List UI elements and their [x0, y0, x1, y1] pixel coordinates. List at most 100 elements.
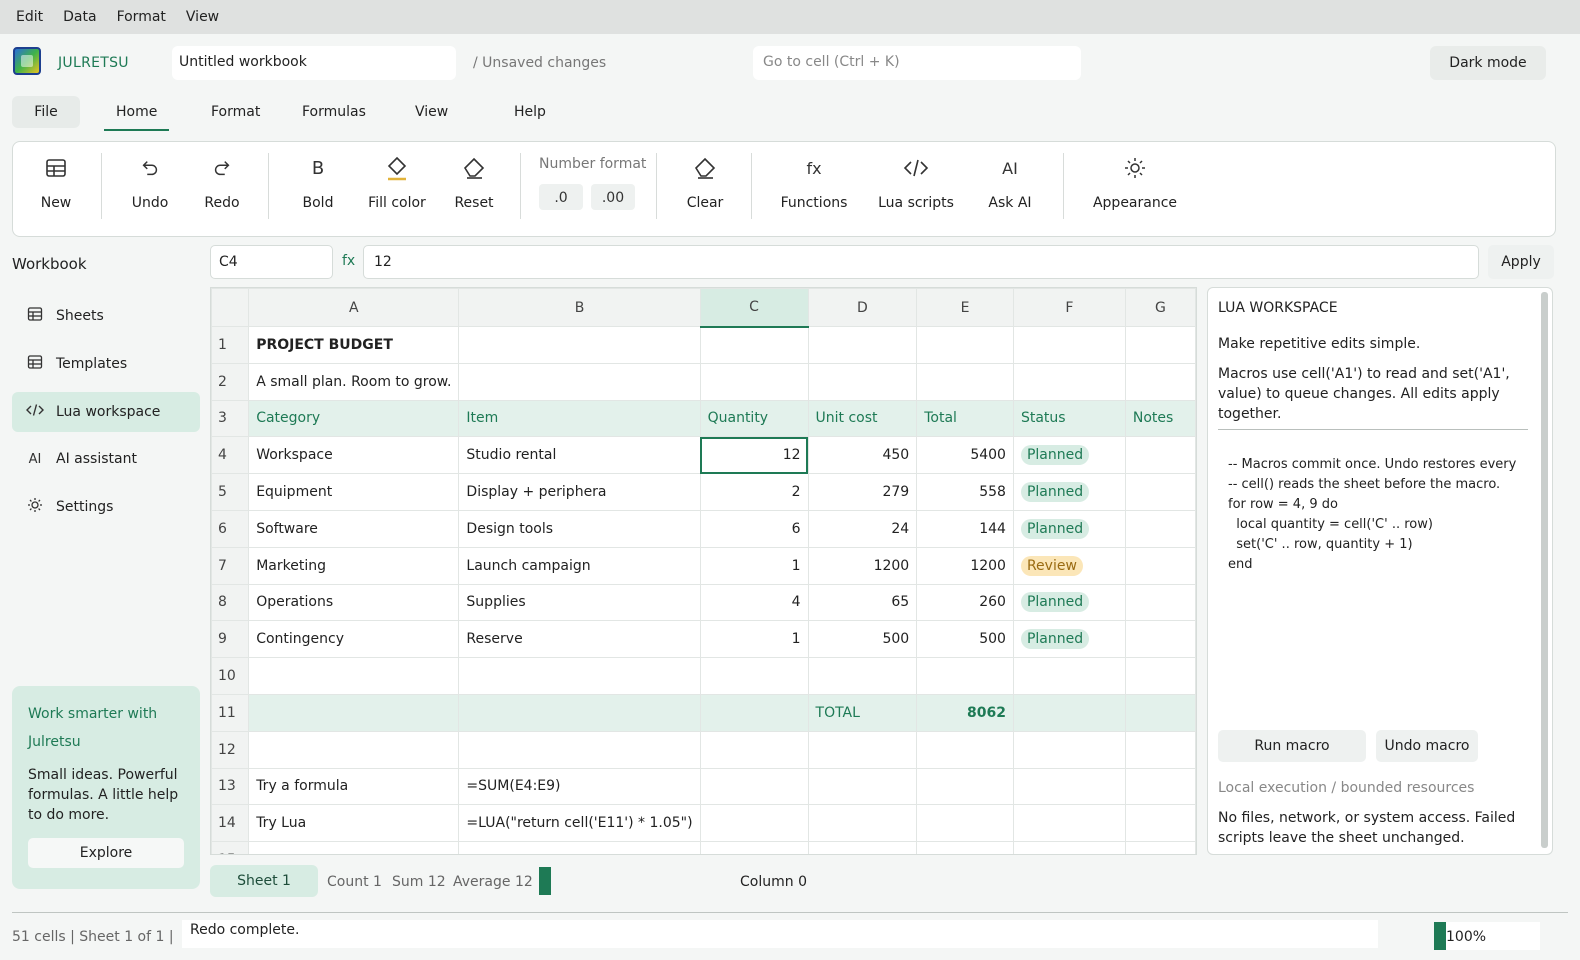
cell-a1[interactable]: PROJECT BUDGET: [248, 326, 460, 364]
tab-help[interactable]: Help: [514, 104, 546, 120]
cell-e12[interactable]: [916, 730, 1014, 769]
cell-b1[interactable]: [458, 326, 701, 364]
cell-f14[interactable]: [1012, 804, 1126, 843]
cell-b6[interactable]: Design tools: [458, 509, 701, 548]
cell-f9[interactable]: Planned: [1012, 620, 1126, 659]
cell-f13[interactable]: [1012, 767, 1126, 806]
undo-button[interactable]: Undo: [128, 150, 172, 222]
cell-c3[interactable]: Quantity: [699, 399, 809, 438]
cell-c13[interactable]: [699, 767, 809, 806]
cell-d15[interactable]: [807, 841, 918, 854]
row-header[interactable]: 1: [211, 326, 250, 364]
cell-d2[interactable]: [807, 362, 918, 401]
clear-button[interactable]: Clear: [683, 150, 727, 222]
cell-a13[interactable]: Try a formula: [248, 767, 460, 806]
sheet-tab[interactable]: Sheet 1: [210, 865, 318, 897]
cell-b3[interactable]: Item: [458, 399, 701, 438]
cell-b15[interactable]: [458, 841, 701, 854]
run-macro-button[interactable]: Run macro: [1218, 730, 1366, 762]
cell-g12[interactable]: [1124, 730, 1196, 769]
cell-g11[interactable]: [1124, 693, 1196, 732]
cell-a4[interactable]: Workspace: [248, 436, 460, 475]
cell-g8[interactable]: [1124, 583, 1196, 622]
row-header[interactable]: 3: [211, 399, 250, 438]
cell-d3[interactable]: Unit cost: [807, 399, 918, 438]
cell-f7[interactable]: Review: [1012, 546, 1126, 585]
cell-d14[interactable]: [807, 804, 918, 843]
cell-d5[interactable]: 279: [807, 473, 918, 511]
row-header[interactable]: 13: [211, 767, 250, 806]
functions-button[interactable]: fx Functions: [780, 150, 848, 222]
row-header[interactable]: 6: [211, 509, 250, 548]
column-header-c[interactable]: C: [699, 288, 809, 328]
cell-e15[interactable]: [916, 841, 1014, 854]
cell-b11[interactable]: [458, 693, 701, 732]
cell-c12[interactable]: [699, 730, 809, 769]
cell-e13[interactable]: [916, 767, 1014, 806]
lua-panel-scrollbar[interactable]: [1541, 292, 1548, 848]
cell-a8[interactable]: Operations: [248, 583, 460, 622]
cell-e4[interactable]: 5400: [916, 436, 1014, 475]
cell-g13[interactable]: [1124, 767, 1196, 806]
tab-view[interactable]: View: [415, 104, 449, 120]
row-header[interactable]: 4: [211, 436, 250, 475]
row-header[interactable]: 15: [211, 841, 250, 854]
cell-g6[interactable]: [1124, 509, 1196, 548]
row-header[interactable]: 2: [211, 362, 250, 401]
fill-color-button[interactable]: Fill color: [366, 150, 428, 222]
cell-g7[interactable]: [1124, 546, 1196, 585]
cell-d7[interactable]: 1200: [807, 546, 918, 585]
reset-button[interactable]: Reset: [452, 150, 496, 222]
tab-formulas[interactable]: Formulas: [302, 104, 366, 120]
lua-code-editor[interactable]: -- Macros commit once. Undo restores eve…: [1228, 457, 1517, 572]
column-header-d[interactable]: D: [807, 288, 918, 327]
cell-c11[interactable]: [699, 693, 809, 732]
cell-e14[interactable]: [916, 804, 1014, 843]
cell-g15[interactable]: [1124, 841, 1196, 854]
dark-mode-button[interactable]: Dark mode: [1430, 46, 1546, 80]
cell-a15[interactable]: [248, 841, 460, 854]
cell-a7[interactable]: Marketing: [248, 546, 460, 585]
cell-a14[interactable]: Try Lua: [248, 804, 460, 843]
sidebar-item-ai-assistant[interactable]: AI AI assistant: [12, 439, 200, 479]
row-header[interactable]: 10: [211, 657, 250, 695]
cell-f10[interactable]: [1012, 657, 1126, 695]
cell-e7[interactable]: 1200: [916, 546, 1014, 585]
cell-d9[interactable]: 500: [807, 620, 918, 659]
cell-g2[interactable]: [1124, 362, 1196, 401]
cell-b5[interactable]: Display + periphera: [458, 473, 701, 511]
cell-e5[interactable]: 558: [916, 473, 1014, 511]
cell-a6[interactable]: Software: [248, 509, 460, 548]
cell-e2[interactable]: [916, 362, 1014, 401]
cell-a5[interactable]: Equipment: [248, 473, 460, 511]
sidebar-item-lua-workspace[interactable]: Lua workspace: [12, 392, 200, 432]
cell-d10[interactable]: [807, 657, 918, 695]
cell-f12[interactable]: [1012, 730, 1126, 769]
cell-g10[interactable]: [1124, 657, 1196, 695]
cell-d8[interactable]: 65: [807, 583, 918, 622]
cell-a2[interactable]: A small plan. Room to grow.: [248, 362, 460, 401]
zoom-box[interactable]: [1446, 922, 1540, 950]
cell-b12[interactable]: [458, 730, 701, 769]
column-header-e[interactable]: E: [916, 288, 1014, 327]
cell-f8[interactable]: Planned: [1012, 583, 1126, 622]
cell-f5[interactable]: Planned: [1012, 473, 1126, 511]
cell-b8[interactable]: Supplies: [458, 583, 701, 622]
cell-b13[interactable]: =SUM(E4:E9): [458, 767, 701, 806]
cell-e11[interactable]: 8062: [916, 693, 1014, 732]
cell-d1[interactable]: [807, 326, 918, 364]
cell-f11[interactable]: [1012, 693, 1126, 732]
cell-e1[interactable]: [916, 326, 1014, 364]
workbook-name-input[interactable]: Untitled workbook: [172, 46, 456, 80]
cell-c4[interactable]: 12: [699, 436, 809, 475]
cell-a3[interactable]: Category: [248, 399, 460, 438]
cell-b7[interactable]: Launch campaign: [458, 546, 701, 585]
row-header[interactable]: 12: [211, 730, 250, 769]
cell-f4[interactable]: Planned: [1012, 436, 1126, 475]
cell-c6[interactable]: 6: [699, 509, 809, 548]
column-header-b[interactable]: B: [458, 288, 701, 327]
cell-g5[interactable]: [1124, 473, 1196, 511]
undo-macro-button[interactable]: Undo macro: [1376, 730, 1478, 762]
cell-b10[interactable]: [458, 657, 701, 695]
cell-g3[interactable]: Notes: [1124, 399, 1196, 438]
